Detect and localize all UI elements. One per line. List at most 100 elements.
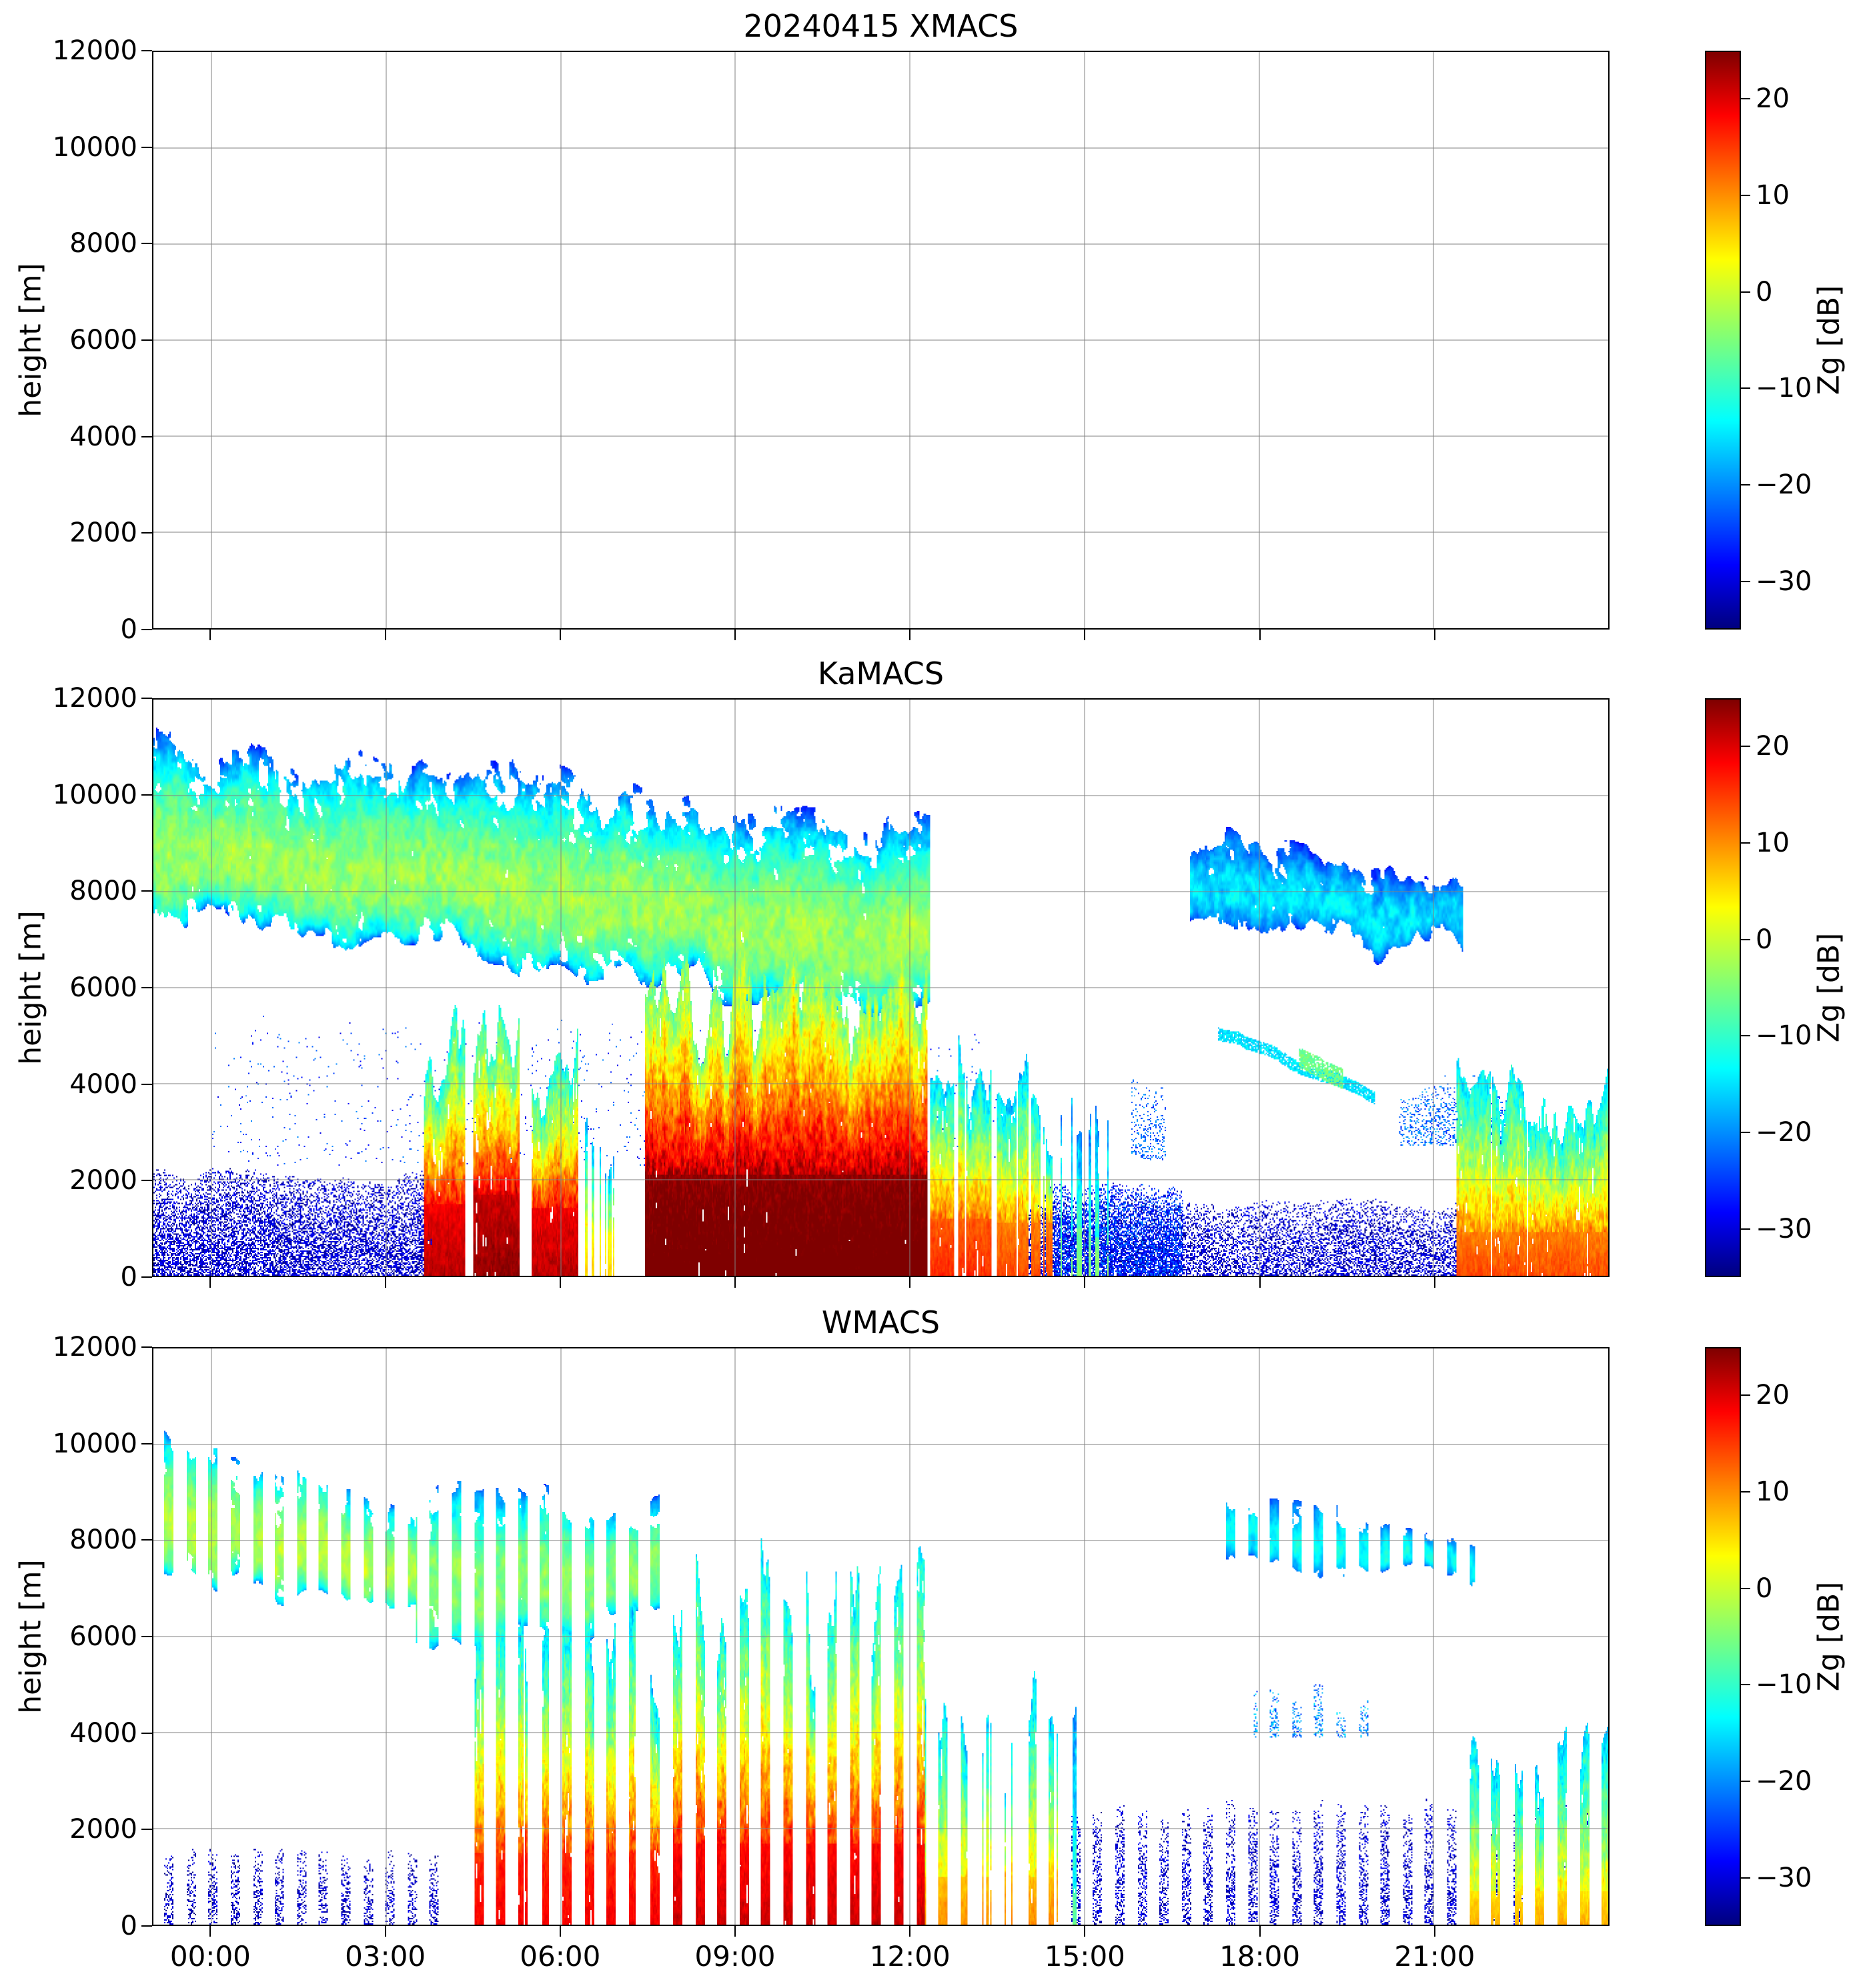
- x-tick-label: 21:00: [1394, 1940, 1475, 1973]
- gridline-h: [153, 1179, 1608, 1180]
- x-tick-mark: [559, 630, 561, 640]
- y-tick-label: 4000: [69, 1068, 137, 1100]
- colorbar-tick-label: 0: [1756, 1573, 1773, 1604]
- x-tick-mark: [1259, 1926, 1261, 1937]
- x-tick-mark: [1433, 1926, 1435, 1937]
- plot-area: [152, 1347, 1610, 1926]
- y-tick-mark: [141, 794, 152, 796]
- gridline-v: [734, 700, 736, 1276]
- colorbar-tick-label: 10: [1756, 1476, 1790, 1507]
- gridline-h: [153, 147, 1608, 149]
- gridline-v: [1083, 1348, 1085, 1925]
- x-tick-mark: [1259, 630, 1261, 640]
- y-tick-mark: [141, 987, 152, 988]
- x-tick-mark: [209, 1277, 211, 1288]
- colorbar-tick-label: −20: [1756, 469, 1812, 500]
- y-tick-mark: [141, 698, 152, 699]
- colorbar-label: Zg [dB]: [1812, 1581, 1846, 1692]
- plot-area: [152, 51, 1610, 630]
- x-tick-mark: [559, 1926, 561, 1937]
- y-tick-label: 6000: [69, 1621, 137, 1652]
- panel-title: WMACS: [821, 1304, 941, 1340]
- colorbar-tick-label: −20: [1756, 1117, 1812, 1148]
- gridline-v: [1433, 1348, 1435, 1925]
- y-tick-label: 4000: [69, 1717, 137, 1749]
- y-tick-label: 4000: [69, 421, 137, 452]
- colorbar-tick-mark: [1741, 98, 1750, 100]
- y-tick-label: 8000: [69, 876, 137, 907]
- colorbar: [1705, 1347, 1741, 1926]
- y-tick-label: 12000: [52, 35, 137, 66]
- colorbar: [1705, 698, 1741, 1277]
- y-tick-label: 10000: [52, 779, 137, 810]
- gridline-v: [560, 700, 562, 1276]
- gridline-h: [153, 1732, 1608, 1733]
- gridline-h: [153, 1444, 1608, 1445]
- x-tick-label: 09:00: [694, 1940, 776, 1973]
- colorbar-tick-mark: [1741, 291, 1750, 293]
- y-tick-mark: [141, 1732, 152, 1734]
- y-tick-mark: [141, 629, 152, 630]
- gridline-h: [153, 1828, 1608, 1829]
- y-tick-label: 10000: [52, 1428, 137, 1459]
- colorbar-gradient: [1706, 1348, 1740, 1925]
- y-tick-mark: [141, 1346, 152, 1348]
- gridline-v: [1433, 700, 1435, 1276]
- colorbar-tick-mark: [1741, 938, 1750, 940]
- gridline-h: [153, 1083, 1608, 1084]
- x-tick-mark: [909, 1277, 911, 1288]
- y-tick-mark: [141, 339, 152, 341]
- x-tick-mark: [209, 630, 211, 640]
- colorbar-tick-mark: [1741, 1491, 1750, 1493]
- x-tick-mark: [384, 1926, 386, 1937]
- y-tick-label: 10000: [52, 131, 137, 163]
- colorbar-tick-mark: [1741, 195, 1750, 196]
- gridline-h: [153, 987, 1608, 988]
- colorbar-label: Zg [dB]: [1812, 285, 1846, 395]
- colorbar-tick-label: −30: [1756, 1213, 1812, 1244]
- gridline-h: [153, 435, 1608, 437]
- gridline-v: [1083, 700, 1085, 1276]
- y-tick-label: 12000: [52, 1332, 137, 1362]
- gridline-h: [153, 1540, 1608, 1541]
- y-tick-mark: [141, 1925, 152, 1927]
- x-tick-mark: [1084, 1277, 1086, 1288]
- x-tick-label: 00:00: [169, 1940, 251, 1973]
- x-tick-mark: [734, 1926, 736, 1937]
- colorbar-tick-mark: [1741, 1394, 1750, 1396]
- y-tick-label: 6000: [69, 972, 137, 1003]
- x-tick-mark: [1433, 630, 1435, 640]
- colorbar: [1705, 51, 1741, 630]
- y-tick-mark: [141, 532, 152, 534]
- plot-area: [152, 698, 1610, 1277]
- x-tick-mark: [1433, 1277, 1435, 1288]
- y-tick-label: 8000: [69, 228, 137, 259]
- gridline-v: [1258, 52, 1260, 628]
- x-tick-label: 03:00: [345, 1940, 426, 1973]
- x-tick-mark: [384, 630, 386, 640]
- colorbar-tick-mark: [1741, 1684, 1750, 1686]
- y-tick-mark: [141, 146, 152, 148]
- x-tick-mark: [734, 1277, 736, 1288]
- y-tick-mark: [141, 1636, 152, 1637]
- y-tick-label: 0: [120, 614, 137, 645]
- gridline-v: [1258, 700, 1260, 1276]
- gridline-v: [385, 52, 387, 628]
- y-tick-mark: [141, 1276, 152, 1278]
- x-tick-mark: [909, 1926, 911, 1937]
- colorbar-tick-label: 0: [1756, 276, 1773, 307]
- gridline-v: [560, 1348, 562, 1925]
- y-tick-mark: [141, 1180, 152, 1182]
- x-tick-mark: [909, 630, 911, 640]
- y-tick-mark: [141, 243, 152, 245]
- y-tick-label: 8000: [69, 1525, 137, 1556]
- gridline-h: [153, 339, 1608, 341]
- colorbar-tick-label: −10: [1756, 1669, 1812, 1701]
- gridline-h: [153, 532, 1608, 533]
- gridline-v: [734, 52, 736, 628]
- gridline-v: [1433, 52, 1435, 628]
- colorbar-tick-label: −10: [1756, 373, 1812, 404]
- y-tick-mark: [141, 1442, 152, 1444]
- colorbar-tick-mark: [1741, 1877, 1750, 1879]
